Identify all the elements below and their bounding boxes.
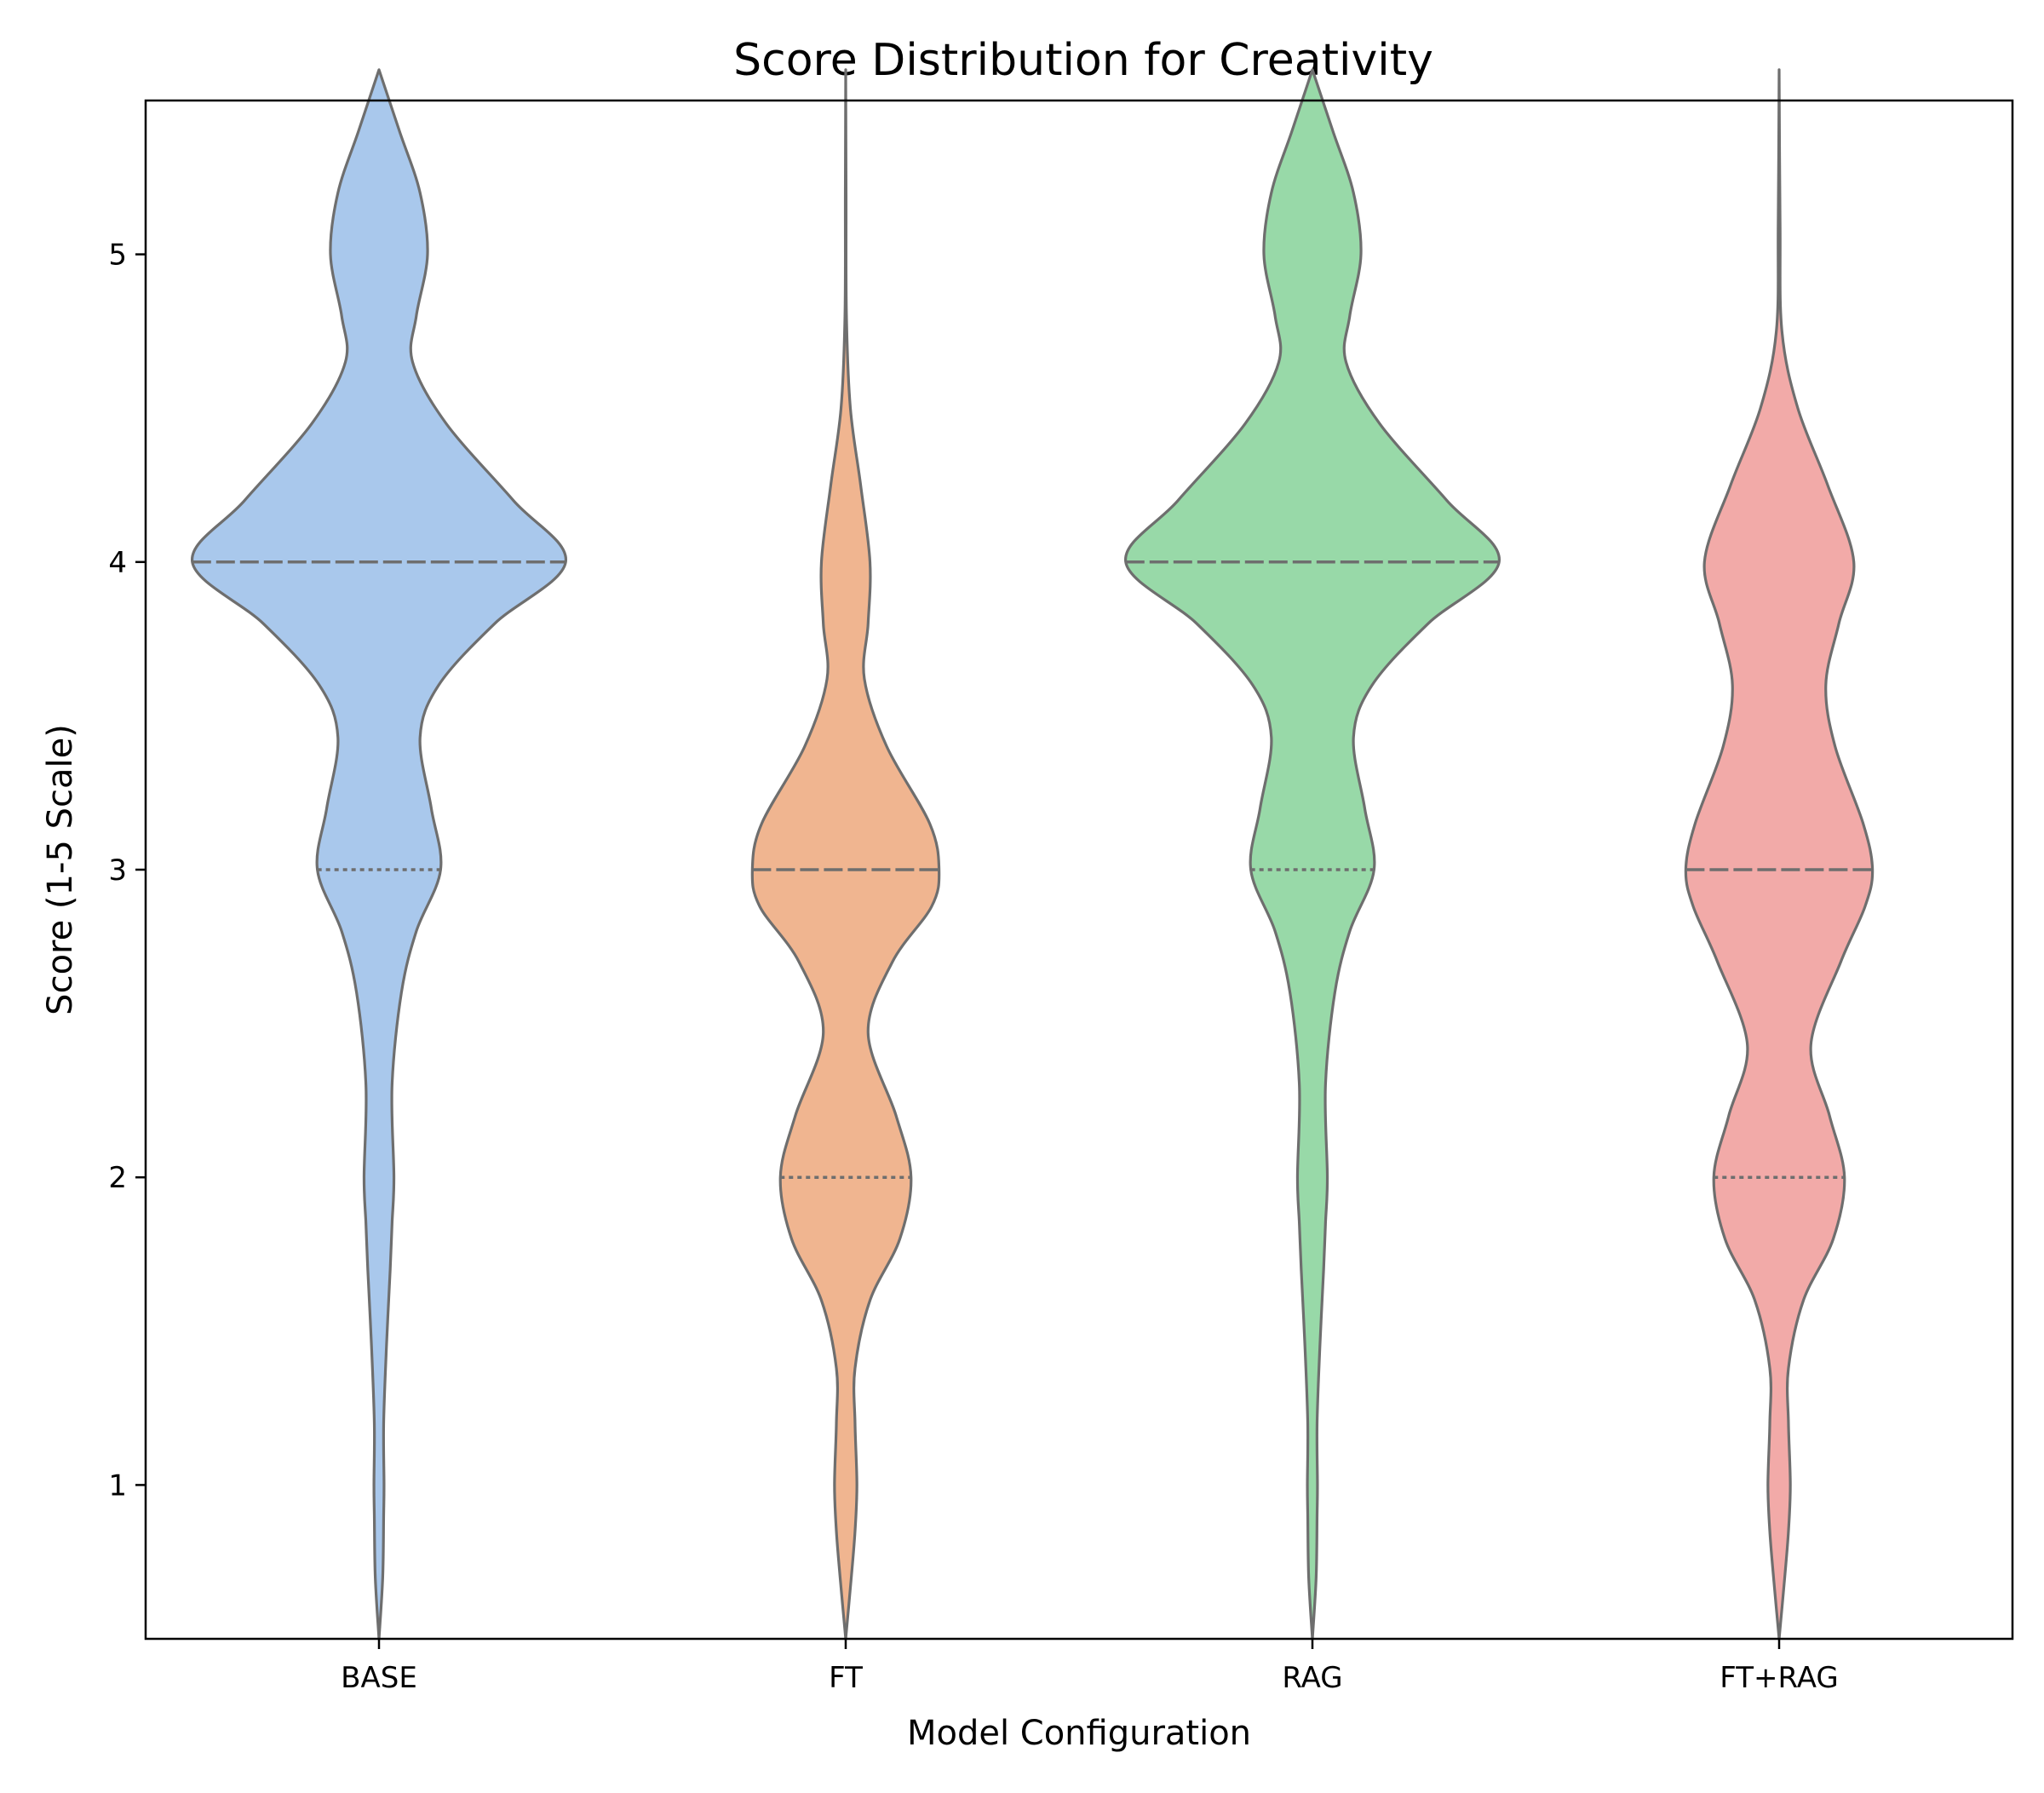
chart-title: Score Distribution for Creativity (733, 35, 1433, 86)
x-tick-label: BASE (341, 1661, 417, 1695)
x-tick-label: FT+RAG (1720, 1661, 1838, 1695)
y-tick-label: 5 (108, 238, 127, 273)
x-tick-label: FT (829, 1661, 863, 1695)
y-tick-label: 4 (108, 546, 127, 580)
violin-ft (750, 68, 941, 1641)
x-axis-ticks: BASE FT RAG FT+RAG (341, 1639, 1839, 1695)
y-axis-ticks: 1 2 3 4 5 (108, 238, 146, 1503)
y-tick-label: 3 (108, 853, 127, 888)
y-tick-label: 1 (108, 1468, 127, 1503)
violins-group (191, 68, 1875, 1641)
x-tick-label: RAG (1282, 1661, 1342, 1695)
y-tick-label: 2 (108, 1161, 127, 1195)
x-axis-label: Model Configuration (907, 1714, 1251, 1753)
plot-frame (144, 99, 2014, 1641)
violin-base (191, 68, 567, 1641)
y-axis-label: Score (1-5 Scale) (41, 724, 80, 1015)
violin-rag (1124, 68, 1501, 1641)
